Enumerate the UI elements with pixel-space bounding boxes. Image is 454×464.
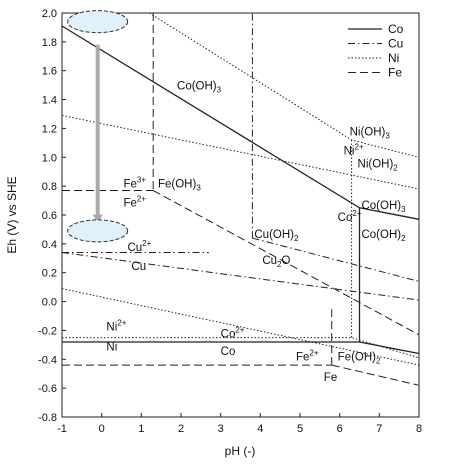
series-ni-line-1 [61,114,420,190]
region-label-cu2o: Cu2O [262,255,290,269]
x-tick-label: 3 [218,423,224,435]
y-tick-label: 1.8 [42,37,57,49]
highlight-ellipse-1 [67,10,129,34]
legend-fe-label: Fe [388,66,402,80]
series-fe-line-3 [152,190,420,336]
x-tick-label: -1 [57,423,67,435]
x-tick-label: 1 [138,423,144,435]
y-tick-label: -0.2 [38,325,57,337]
region-label-cu2: Cu2+ [127,239,151,254]
legend-cu-label: Cu [388,37,403,51]
legend-co-label: Co [388,22,404,36]
region-label-fe3: Fe3+ [123,176,146,191]
y-tick-label: 1.2 [42,123,57,135]
y-tick-label: 0.2 [42,268,57,280]
highlight-ellipse-2 [67,219,129,243]
y-tick-label: 0.8 [42,181,57,193]
legend-box [342,22,416,84]
y-axis-label: Eh (V) vs SHE [5,176,19,253]
y-tick-label: 2.0 [42,8,57,20]
x-tick-label: 5 [297,423,303,435]
region-label-ni2: Ni2+ [344,142,364,157]
region-label-ni-oh-2: Ni(OH)2 [358,158,399,172]
region-label-co-oh-2: Co(OH)2 [361,229,406,243]
region-label-cu-oh-2: Cu(OH)2 [254,229,299,243]
y-tick-label: 1.4 [42,95,57,107]
series-ni-line-2 [61,288,420,366]
region-label-co2: Co2+ [338,209,362,224]
region-label-fe-oh-3: Fe(OH)3 [158,179,201,193]
region-label-fe-oh-2: Fe(OH)2 [338,352,381,366]
region-label-cu: Cu [131,261,146,273]
y-tick-label: 0.0 [42,297,57,309]
x-tick-label: 2 [178,423,184,435]
y-tick-label: -0.6 [38,383,57,395]
region-label-ni: Ni [106,342,117,354]
region-label-fe2: Fe2+ [123,194,146,209]
region-label-fe: Fe [324,372,337,384]
region-label-co2: Co2+ [221,326,245,341]
y-tick-label: -0.8 [38,412,57,424]
y-tick-label: -0.4 [38,354,57,366]
x-tick-label: 4 [257,423,263,435]
x-tick-label: 8 [416,423,422,435]
series-fe-line-6 [331,364,420,386]
y-tick-label: 0.4 [42,239,57,251]
y-tick-label: 1.0 [42,152,57,164]
region-label-ni-oh-3: Ni(OH)3 [350,127,391,141]
region-label-ni2: Ni2+ [106,318,126,333]
x-axis-label: pH (-) [225,444,256,458]
series-cu-line-2 [61,252,420,301]
x-tick-label: 6 [337,423,343,435]
region-label-fe2: Fe2+ [296,349,319,364]
region-label-co-oh-3: Co(OH)3 [361,200,406,214]
y-tick-label: 0.6 [42,210,57,222]
x-tick-label: 7 [376,423,382,435]
region-label-co-oh-3: Co(OH)3 [177,80,222,94]
y-tick-label: 1.6 [42,66,57,78]
legend-ni-label: Ni [388,51,399,65]
series-ni-line-4 [62,337,420,359]
region-label-co: Co [221,346,236,358]
x-tick-label: 0 [99,423,105,435]
